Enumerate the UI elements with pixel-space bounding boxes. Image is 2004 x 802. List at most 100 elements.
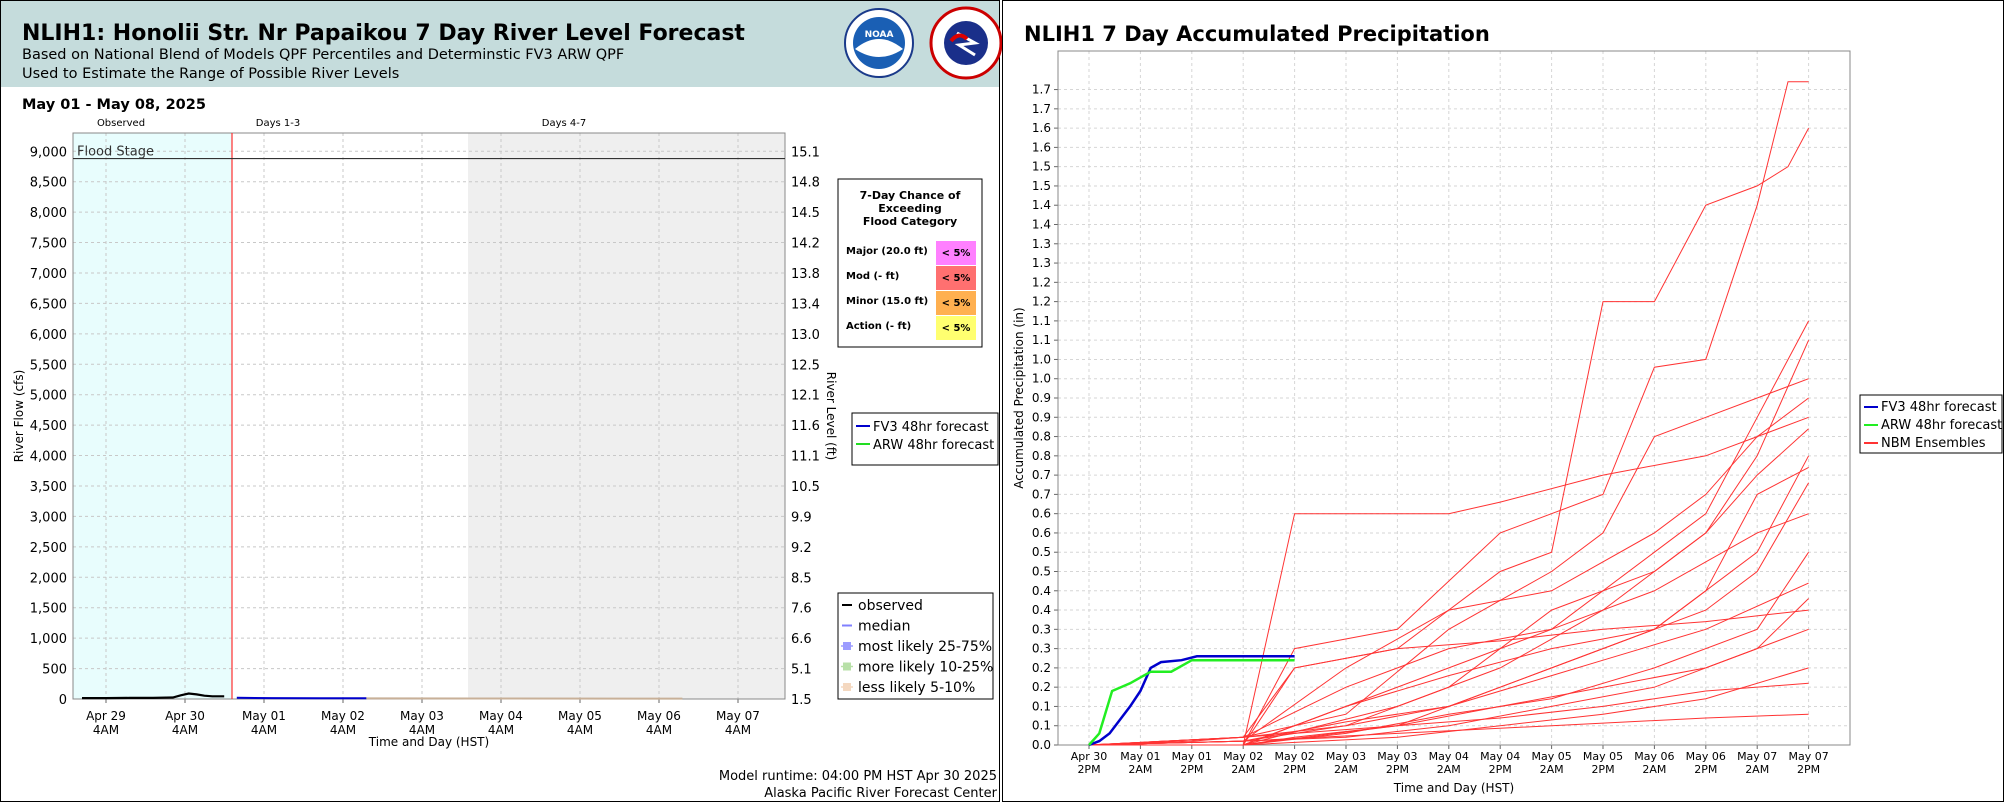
- y-axis-label: Accumulated Precipitation (in): [1012, 307, 1026, 488]
- x-tick-label-day: May 01: [242, 709, 286, 723]
- y-tick-label: 1.5: [1032, 160, 1051, 174]
- date-range: May 01 - May 08, 2025: [22, 97, 206, 113]
- y-tick-label: 1.3: [1032, 256, 1051, 270]
- y-tick-label: 4,500: [30, 419, 67, 434]
- y-tick-label: 1.4: [1032, 218, 1051, 232]
- x-tick-label-hour: 2AM: [1540, 763, 1564, 776]
- flood-row-value: < 5%: [942, 273, 971, 284]
- y-tick-label: 1.0: [1032, 352, 1051, 366]
- y-tick-label: 1.6: [1032, 140, 1051, 154]
- y-tick-label: 7,000: [30, 267, 67, 282]
- nws-logo: [929, 6, 1003, 80]
- y-tick-label: 2,000: [30, 571, 67, 586]
- legend-label: median: [858, 619, 910, 635]
- y-tick-label: 0.8: [1032, 449, 1051, 463]
- y-tick-label: 1.0: [1032, 372, 1051, 386]
- x-tick-label-hour: 2AM: [1437, 763, 1461, 776]
- legend-label: most likely 25-75%: [858, 639, 992, 655]
- chart-title: NLIH1 7 Day Accumulated Precipitation: [1024, 22, 1490, 46]
- precip-chart: NLIH1 7 Day Accumulated Precipitation 0.0…: [1012, 22, 2003, 795]
- nbm-ensemble-member: [1088, 628, 1809, 746]
- series-fv3-48hr-forecast: [1088, 655, 1295, 747]
- y2-tick-label: 12.5: [791, 358, 820, 373]
- x-tick-label-day: Apr 30: [165, 709, 205, 723]
- y-tick-label: 2,500: [30, 541, 67, 556]
- y-tick-label: 0.8: [1032, 430, 1051, 444]
- y-tick-label: 1.1: [1032, 333, 1051, 347]
- x-tick-label-day: May 01: [1172, 750, 1212, 763]
- legend-label: NBM Ensembles: [1881, 436, 1986, 451]
- y-tick-label: 6,000: [30, 328, 67, 343]
- x-tick-label-hour: 2AM: [1128, 763, 1152, 776]
- y-tick-label: 0.2: [1032, 661, 1051, 675]
- x-tick-label-hour: 4AM: [488, 723, 514, 737]
- y-tick-label: 1.2: [1032, 275, 1051, 289]
- forecast-legend-box: [851, 412, 999, 466]
- nbm-ensemble-member: [1089, 466, 1809, 746]
- y-tick-label: 500: [42, 663, 67, 678]
- x-tick-label-day: Apr 30: [1071, 750, 1108, 763]
- y2-tick-label: 6.6: [791, 632, 812, 647]
- period-label-days-4-7: Days 4-7: [542, 118, 586, 129]
- svg-text:NOAA: NOAA: [865, 30, 894, 40]
- x-tick-label-day: May 04: [1480, 750, 1520, 763]
- x-tick-label-hour: 4AM: [251, 723, 277, 737]
- x-tick-label-hour: 2PM: [1283, 763, 1306, 776]
- x-tick-label-day: May 05: [1531, 750, 1571, 763]
- stats-legend-box: [837, 592, 994, 700]
- y-tick-label: 0.7: [1032, 468, 1051, 482]
- y-tick-label: 0.7: [1032, 487, 1051, 501]
- flood-table-title: 7-Day Chance of: [860, 189, 961, 202]
- y-tick-label: 0.0: [1032, 738, 1051, 752]
- x-tick-label-day: May 02: [321, 709, 365, 723]
- y2-tick-label: 12.1: [791, 389, 820, 404]
- river-forecast-panel: NLIH1: Honolii Str. Nr Papaikou 7 Day Ri…: [0, 0, 1003, 802]
- model-runtime: Model runtime: 04:00 PM HST Apr 30 2025: [718, 769, 997, 784]
- x-axis-label: Time and Day (HST): [368, 735, 489, 749]
- y-tick-label: 1,000: [30, 632, 67, 647]
- y-tick-label: 0.1: [1032, 719, 1051, 733]
- y2-tick-label: 13.8: [791, 267, 820, 282]
- flood-table-title: Flood Category: [863, 215, 957, 228]
- y-tick-label: 6,500: [30, 297, 67, 312]
- river-flow-chart: Observed Days 1-3 Days 4-7 0 1.5 500 5.1 1,000 6…: [12, 118, 999, 749]
- nbm-ensemble-member: [1088, 582, 1809, 746]
- y2-tick-label: 15.1: [791, 145, 820, 160]
- flood-row-swatch: [936, 316, 976, 340]
- days-4-7-region: [468, 133, 785, 699]
- x-tick-label-hour: 4AM: [172, 723, 198, 737]
- x-tick-label-hour: 2AM: [1642, 763, 1666, 776]
- nbm-ensemble-member: [1089, 416, 1809, 746]
- y-tick-label: 1.1: [1032, 314, 1051, 328]
- y-tick-label: 8,000: [30, 206, 67, 221]
- period-label-observed: Observed: [97, 118, 145, 129]
- y2-tick-label: 10.5: [791, 480, 820, 495]
- legend-swatch: [843, 683, 851, 691]
- legend-swatch: [843, 642, 851, 650]
- x-tick-label-day: May 02: [1274, 750, 1314, 763]
- nbm-ensemble-member: [1088, 397, 1809, 746]
- legend-label: FV3 48hr forecast: [1881, 400, 1997, 415]
- y-tick-label: 9,000: [30, 145, 67, 160]
- flood-row-swatch: [936, 266, 976, 290]
- x-tick-label-day: May 05: [1583, 750, 1623, 763]
- x-tick-label-day: May 04: [479, 709, 523, 723]
- subtitle-line-1: Based on National Blend of Models QPF Pe…: [22, 47, 625, 63]
- period-label-days-1-3: Days 1-3: [256, 118, 300, 129]
- y-tick-label: 0.3: [1032, 642, 1051, 656]
- legend-label: ARW 48hr forecast: [1881, 418, 2002, 433]
- x-tick-label-hour: 4AM: [725, 723, 751, 737]
- flood-row-value: < 5%: [942, 298, 971, 309]
- x-tick-label-hour: 4AM: [93, 723, 119, 737]
- flood-row-label: Minor (15.0 ft): [846, 296, 928, 307]
- y-tick-label: 0.5: [1032, 545, 1051, 559]
- y-tick-label: 0.6: [1032, 507, 1051, 521]
- x-tick-label-hour: 4AM: [409, 723, 435, 737]
- legend-label: FV3 48hr forecast: [873, 420, 989, 435]
- flood-row-swatch: [936, 241, 976, 265]
- y-tick-label: 0: [59, 693, 67, 708]
- series-median: [236, 696, 367, 700]
- y-tick-label: 7,500: [30, 237, 67, 252]
- nbm-ensemble-member: [1089, 81, 1809, 746]
- noaa-logo: NOAA: [844, 8, 914, 78]
